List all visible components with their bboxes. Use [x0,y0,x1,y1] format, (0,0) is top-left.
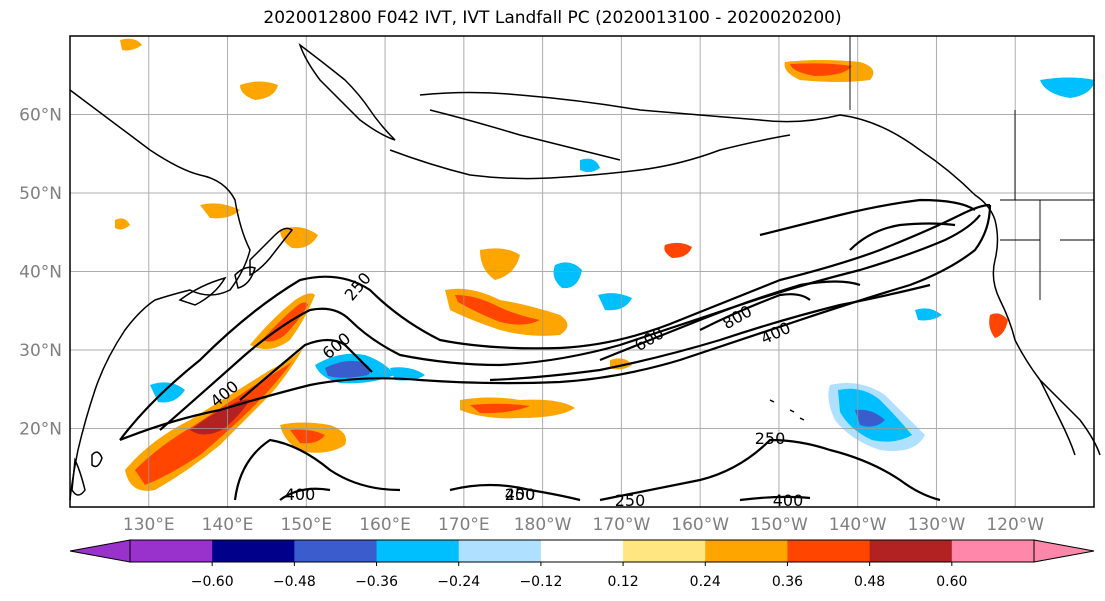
colorbar-tick-label: −0.24 [437,574,480,590]
lon-tick-label: 140°E [202,515,254,535]
colorbar-segment [951,540,1035,562]
colorbar-tick-label: 0.12 [608,574,639,590]
negative-anomaly-region [855,409,885,427]
lon-tick-label: 170°E [438,515,490,535]
negative-anomaly-region [553,262,582,289]
lat-tick-label: 20°N [19,420,62,440]
colorbar-tick-label: −0.36 [355,574,398,590]
lon-tick-label: 130°W [908,515,966,535]
graticule [70,36,1094,507]
colorbar-segment [458,540,542,562]
longitude-labels: 130°E 140°E 150°E 160°E 170°E 180°W 170°W 160°W… [123,515,1044,535]
political-borders [849,36,1094,300]
lon-tick-label: 150°E [280,515,332,535]
colorbar-segment [376,540,460,562]
colorbar-tick-label: 0.36 [772,574,803,590]
contour-label: 250 [755,429,786,448]
positive-anomaly-region [240,81,278,100]
lon-tick-label: 150°W [750,515,808,535]
lon-tick-label: 180°W [514,515,572,535]
map-frame [69,35,1095,508]
latitude-labels: 20°N 30°N 40°N 50°N 60°N [19,106,62,440]
colorbar-segment [705,540,788,562]
positive-anomaly-region [790,63,852,76]
colorbar-tick-label: −0.60 [191,574,234,590]
positive-anomaly-region [455,295,540,325]
contour-label: 400 [505,485,536,504]
negative-anomaly-region [580,158,600,173]
lat-tick-label: 60°N [19,106,62,126]
colorbar-segment [787,540,871,562]
contour-label: 250 [341,269,375,305]
colorbar-segment [869,540,953,562]
map-title: 2020012800 F042 IVT, IVT Landfall PC (20… [263,8,842,28]
colorbar-segment [294,540,378,562]
contour-label: 400 [773,491,804,510]
negative-anomaly-region [390,367,425,381]
colorbar-segment [540,540,624,562]
negative-anomaly-region [915,308,942,321]
colorbar-extend-min [69,539,131,563]
lat-tick-label: 30°N [19,341,62,361]
colorbar-tick-label: −0.48 [273,574,316,590]
positive-anomaly-region [190,399,250,435]
positive-anomaly-region [120,38,142,51]
lon-tick-label: 120°W [986,515,1044,535]
colorbar-tick-label: −0.12 [519,574,562,590]
positive-anomaly-region [200,203,240,219]
colorbar-extend-max [1033,539,1095,563]
anomaly-fills [115,38,1095,491]
colorbar-segment [212,540,295,562]
colorbar-segment [130,540,213,562]
lon-tick-label: 140°W [829,515,887,535]
positive-anomaly-region [470,403,530,414]
contour-label: 250 [615,491,646,510]
contour-label: 400 [758,318,794,348]
positive-anomaly-region [115,218,130,230]
lon-tick-label: 160°E [359,515,411,535]
colorbar-segment [623,540,706,562]
contour-label: 250 [505,485,536,504]
colorbar-labels: −0.60 −0.48 −0.36 −0.24 −0.12 0.12 0.24 0.36 0.4… [191,562,967,590]
positive-anomaly-region [989,313,1008,338]
colorbar [69,539,1095,563]
lon-tick-label: 130°E [123,515,175,535]
lon-tick-label: 170°W [593,515,651,535]
ivt-contours [119,198,992,502]
colorbar-tick-label: 0.24 [690,574,721,590]
colorbar-tick-label: 0.48 [854,574,885,590]
contour-label: 400 [285,485,316,504]
colorbar-outline [129,539,1035,563]
lat-tick-label: 50°N [19,184,62,204]
lon-tick-label: 160°W [671,515,729,535]
positive-anomaly-region [290,429,325,444]
positive-anomaly-region [480,248,520,280]
coastlines [69,42,1101,501]
colorbar-tick-label: 0.60 [936,574,967,590]
positive-anomaly-region [664,242,692,258]
lat-tick-label: 40°N [19,263,62,283]
negative-anomaly-region [325,360,371,378]
negative-anomaly-region [1040,77,1095,98]
negative-anomaly-region [598,293,632,311]
